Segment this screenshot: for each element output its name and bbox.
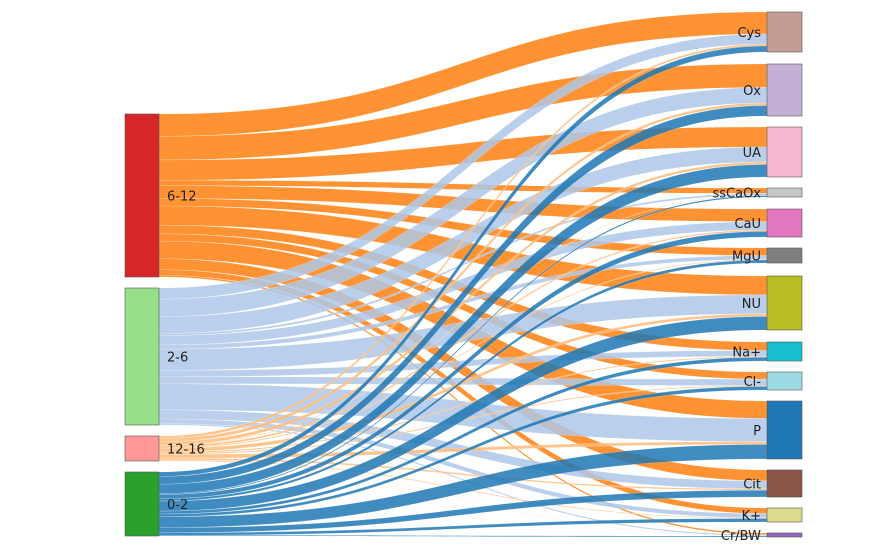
target-node-Ox xyxy=(766,63,803,117)
target-node-P xyxy=(766,400,803,460)
target-node-CaU xyxy=(766,208,803,238)
target-node-UA xyxy=(766,126,803,178)
sankey-nodes xyxy=(124,11,803,538)
target-node-CrBW xyxy=(766,532,803,538)
target-node-MgU xyxy=(766,247,803,264)
sankey-links xyxy=(158,11,768,538)
target-label-Ox: Ox xyxy=(743,84,761,99)
source-label-s1216: 12-16 xyxy=(167,443,205,458)
source-node-s612 xyxy=(124,113,160,278)
target-node-Na xyxy=(766,341,803,362)
source-node-s26 xyxy=(124,287,160,426)
target-node-K xyxy=(766,507,803,523)
link-s02-CrBW xyxy=(158,535,768,538)
target-label-Cys: Cys xyxy=(737,26,761,41)
target-node-Cl xyxy=(766,371,803,391)
target-label-CaU: CaU xyxy=(734,217,761,232)
target-label-K: K+ xyxy=(742,509,761,524)
target-label-CrBW: Cr/BW xyxy=(721,529,761,544)
source-node-s02 xyxy=(124,471,160,537)
target-label-ssCaOx: ssCaOx xyxy=(712,187,761,202)
target-node-NU xyxy=(766,275,803,331)
target-label-UA: UA xyxy=(743,146,762,161)
target-label-Na: Na+ xyxy=(732,346,761,361)
source-label-s26: 2-6 xyxy=(167,351,188,366)
target-label-NU: NU xyxy=(742,297,761,312)
target-label-P: P xyxy=(753,424,761,439)
source-label-s02: 0-2 xyxy=(167,498,188,513)
target-label-Cl: Cl- xyxy=(744,375,762,390)
target-node-Cys xyxy=(766,11,803,53)
target-node-ssCaOx xyxy=(766,187,803,198)
source-label-s612: 6-12 xyxy=(167,190,197,205)
target-label-Cit: Cit xyxy=(743,478,761,493)
target-label-MgU: MgU xyxy=(732,250,761,265)
sankey-labels: 6-12 2-6 12-16 0-2 Cys Ox UA ssCaOx CaU MgU NU Na+ C… xyxy=(167,26,761,544)
target-node-Cit xyxy=(766,469,803,498)
source-node-s1216 xyxy=(124,435,160,462)
